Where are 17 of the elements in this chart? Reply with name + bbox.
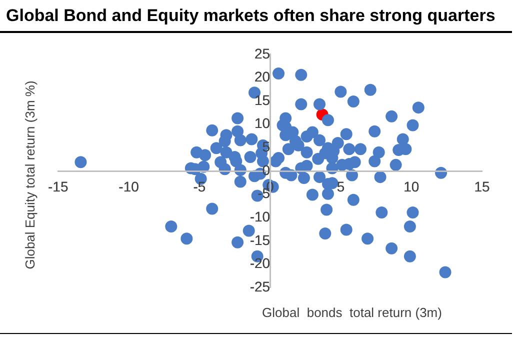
- y-tick-label: 10: [254, 115, 270, 132]
- y-tick-label: 20: [254, 68, 270, 85]
- x-tick-label: 15: [474, 178, 490, 194]
- x-axis-title: Global bonds total return (3m): [262, 305, 442, 320]
- y-axis-title: Global Equity total return (3m %): [22, 80, 38, 270]
- y-tick-label: 0: [262, 162, 270, 178]
- y-tick-label: -20: [250, 255, 270, 272]
- y-tick-label: -10: [250, 208, 270, 224]
- x-tick-label: -10: [118, 178, 140, 194]
- x-tick-label: 5: [336, 178, 345, 194]
- y-tick-label: -15: [250, 232, 270, 248]
- y-tick-label: 15: [254, 92, 270, 108]
- chart-title: Global Bond and Equity markets often share strong quarters: [6, 6, 496, 26]
- y-tick-label: 25: [254, 45, 270, 62]
- x-tick-label: -15: [48, 178, 68, 194]
- y-tick-label: -25: [250, 278, 270, 294]
- x-tick-label: 10: [404, 178, 420, 194]
